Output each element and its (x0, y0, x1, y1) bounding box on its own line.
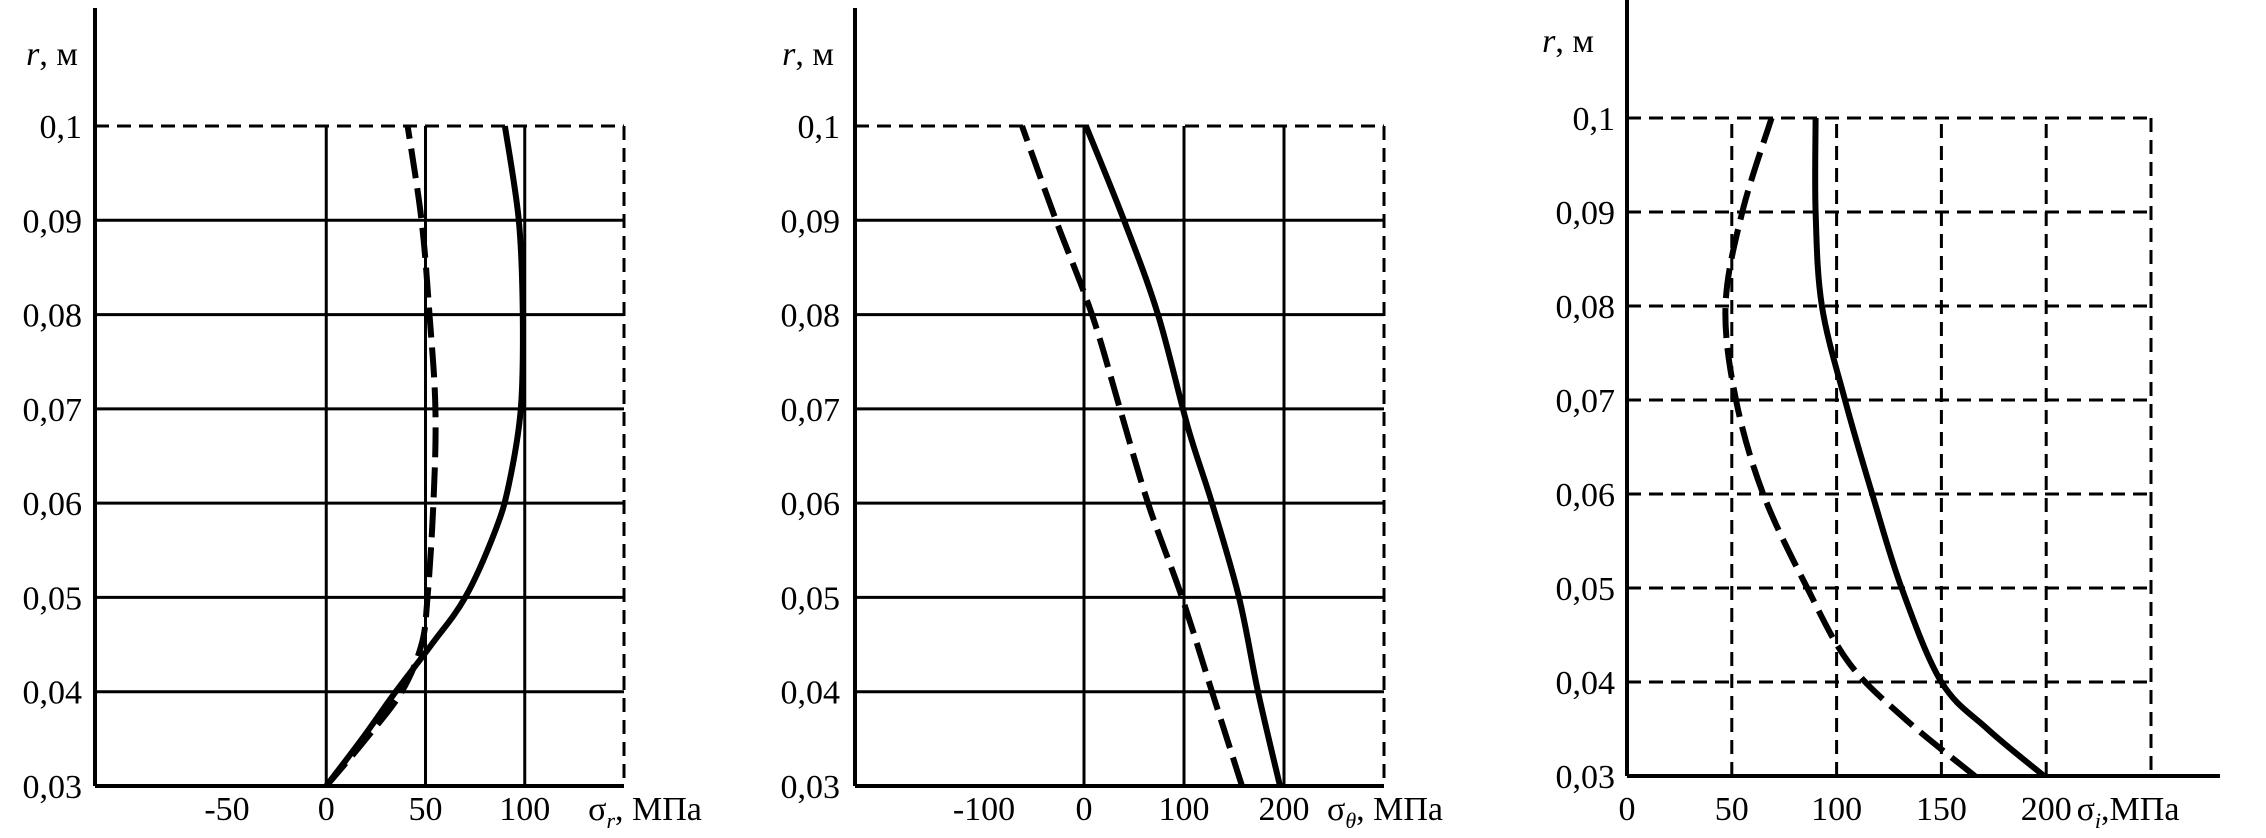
x-tick-label: 0 (318, 791, 335, 828)
y-tick-label: 0,05 (781, 580, 841, 617)
y-tick-label: 0,09 (1556, 195, 1616, 232)
x-tick-label: 50 (1715, 791, 1749, 828)
y-axis-label: r, м (1542, 23, 1594, 60)
y-tick-label: 0,1 (1573, 101, 1616, 138)
chart-panel-2: 0,03 0,04 0,05 0,06 0,07 0,08 0,09 0,1 -100 0 100 2… (781, 8, 1443, 833)
x-axis-label: σθ, МПа (1327, 791, 1443, 833)
x-tick-label: 100 (1159, 791, 1210, 828)
x-tick-label: 0 (1076, 791, 1093, 828)
y-tick-label: 0,03 (1556, 759, 1616, 796)
series-solid-line (1083, 124, 1283, 787)
series-dashed-line (1722, 117, 1977, 779)
y-tick-label: 0,04 (1556, 665, 1616, 702)
x-tick-label: -50 (204, 791, 249, 828)
x-tick-label: -100 (953, 791, 1015, 828)
y-tick-label: 0,1 (798, 109, 841, 146)
x-tick-label: 150 (1916, 791, 1967, 828)
y-axis-label: r, м (782, 36, 834, 73)
y-tick-label: 0,08 (781, 298, 841, 335)
y-tick-label: 0,07 (1556, 383, 1616, 420)
y-axis-label: r, м (26, 36, 78, 73)
series-solid-line (1812, 117, 2047, 779)
y-tick-label: 0,05 (1556, 571, 1616, 608)
series-dashed-line (1019, 124, 1245, 787)
x-tick-label: 50 (409, 791, 443, 828)
y-tick-label: 0,09 (781, 203, 841, 240)
series-dashed-line (323, 125, 439, 788)
y-tick-label: 0,07 (781, 392, 841, 429)
x-axis-label: σr, МПа (588, 791, 702, 833)
chart-panel-3: 0,03 0,04 0,05 0,06 0,07 0,08 0,09 0,1 0 50 100 150… (1542, 0, 2220, 833)
x-tick-label: 200 (1259, 791, 1310, 828)
y-tick-label: 0,03 (781, 769, 841, 806)
y-tick-label: 0,06 (781, 486, 841, 523)
x-tick-label: 100 (1811, 791, 1862, 828)
chart-panel-1: 0,03 0,04 0,05 0,06 0,07 0,08 0,09 0,1 -50 0 50 100… (23, 8, 702, 833)
x-axis-label: σi,МПа (2077, 791, 2180, 833)
y-tick-label: 0,06 (1556, 477, 1616, 514)
y-tick-label: 0,06 (23, 486, 83, 523)
y-tick-label: 0,07 (23, 392, 83, 429)
y-tick-label: 0,04 (781, 675, 841, 712)
series-solid-line (323, 125, 526, 788)
x-tick-label: 200 (2021, 791, 2072, 828)
y-tick-label: 0,04 (23, 675, 83, 712)
y-tick-label: 0,09 (23, 203, 83, 240)
y-tick-label: 0,08 (1556, 289, 1616, 326)
y-tick-label: 0,05 (23, 580, 83, 617)
x-tick-label: 100 (499, 791, 550, 828)
x-tick-label: 0 (1619, 791, 1636, 828)
y-tick-label: 0,08 (23, 298, 83, 335)
y-tick-label: 0,1 (40, 109, 83, 146)
y-tick-label: 0,03 (23, 769, 83, 806)
